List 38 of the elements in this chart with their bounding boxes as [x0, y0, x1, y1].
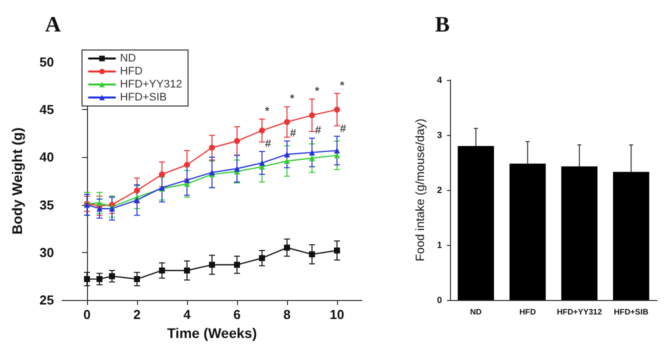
legend-label: HFD+YY312 [120, 78, 182, 90]
y-tick-label: 3 [436, 130, 442, 140]
y-tick-label: 25 [40, 292, 54, 308]
legend-label: ND [120, 52, 136, 64]
y-axis-title: Body Weight (g) [9, 127, 25, 235]
x-axis-title: Time (Weeks) [167, 325, 257, 341]
x-tick-label: 10 [330, 307, 344, 322]
chart-title: B [435, 12, 450, 36]
y-tick-label: 1 [436, 240, 442, 250]
annotation: * [340, 80, 345, 92]
x-tick-label: 4 [183, 307, 192, 322]
annotation: # [265, 138, 272, 150]
x-tick-label: ND [470, 308, 482, 316]
annotation: * [265, 106, 270, 118]
x-tick-label: 2 [133, 307, 141, 322]
x-tick-label: 0 [83, 307, 91, 322]
annotation: # [315, 124, 322, 137]
legend-label: HFD+SIB [120, 92, 167, 104]
y-tick-label: 0 [436, 295, 442, 305]
annotation: * [315, 86, 320, 98]
y-tick-label: 35 [40, 197, 54, 212]
annotation: # [290, 128, 296, 140]
x-tick-label: HFD [519, 308, 536, 316]
annotation: # [340, 122, 346, 135]
y-tick-label: 45 [40, 102, 54, 118]
y-tick-label: 2 [436, 185, 442, 195]
y-tick-label: 40 [40, 150, 54, 165]
x-tick-label: HFD+YY312 [556, 308, 602, 316]
x-tick-label: 8 [283, 307, 291, 322]
legend-label: HFD [120, 66, 143, 78]
y-tick-label: 4 [436, 75, 442, 85]
y-axis-title: Food intake (g/mouse/day) [413, 118, 428, 262]
x-tick-label: HFD+SIB [614, 308, 649, 316]
annotation: * [290, 93, 295, 106]
y-tick-label: 50 [40, 54, 54, 70]
y-tick-label: 30 [40, 244, 54, 260]
chart-title: A [45, 12, 61, 36]
x-tick-label: 6 [233, 307, 241, 322]
